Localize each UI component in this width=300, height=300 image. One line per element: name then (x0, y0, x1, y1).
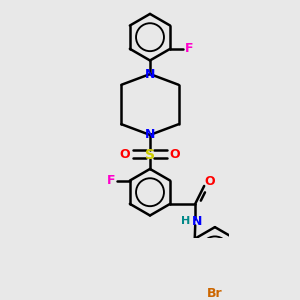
Text: N: N (192, 215, 202, 228)
Text: O: O (120, 148, 130, 161)
Text: Br: Br (207, 287, 223, 300)
Text: S: S (145, 148, 155, 162)
Text: F: F (107, 174, 116, 187)
Text: N: N (145, 68, 155, 81)
Text: F: F (184, 42, 193, 55)
Text: N: N (145, 128, 155, 141)
Text: H: H (181, 216, 190, 226)
Text: O: O (204, 175, 215, 188)
Text: O: O (170, 148, 180, 161)
